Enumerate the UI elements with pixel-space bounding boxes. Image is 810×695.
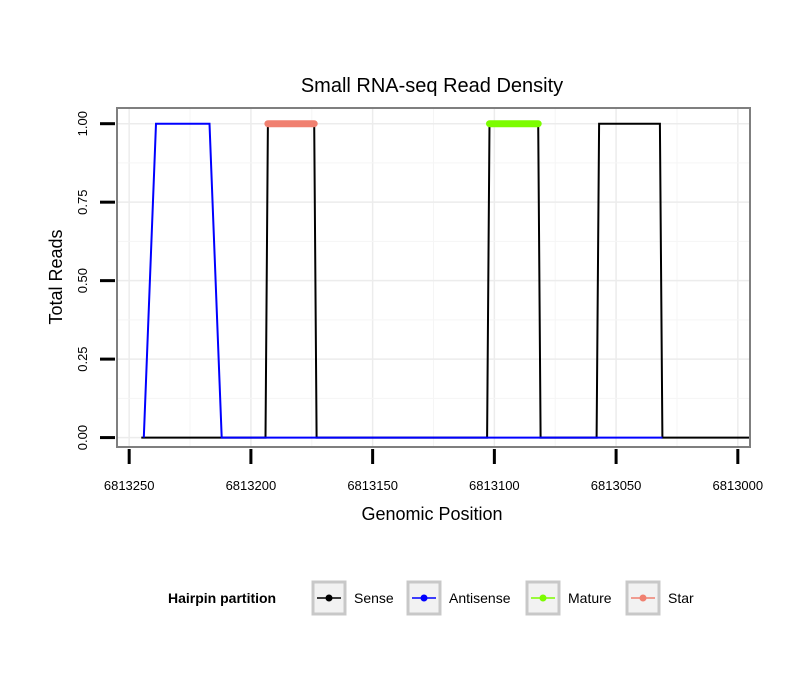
x-axis-label: Genomic Position	[361, 504, 502, 524]
x-tick-label: 6813050	[591, 478, 642, 493]
grid-lines	[117, 108, 750, 447]
legend-label-mature: Mature	[568, 590, 612, 606]
y-tick-label: 1.00	[75, 111, 90, 136]
x-tick-label: 6813250	[104, 478, 155, 493]
series-line-antisense	[142, 122, 663, 439]
legend: Hairpin partition Sense Antisense Mature St…	[168, 580, 694, 616]
legend-key-point	[325, 594, 333, 602]
legend-label-star: Star	[668, 590, 694, 606]
y-tick-label: 0.00	[75, 425, 90, 450]
y-tick-label: 0.75	[75, 190, 90, 215]
legend-key-point	[539, 594, 547, 602]
y-tick-label: 0.25	[75, 346, 90, 371]
plot-panel-border	[116, 107, 751, 448]
y-axis-label: Total Reads	[46, 229, 66, 324]
chart-title: Small RNA-seq Read Density	[301, 75, 563, 97]
x-tick-label: 6813000	[713, 478, 764, 493]
y-tick-label: 0.50	[75, 268, 90, 293]
x-tick-label: 6813150	[347, 478, 398, 493]
legend-label-antisense: Antisense	[449, 590, 511, 606]
x-tick-label: 6813200	[226, 478, 277, 493]
axis-layer: 6813250 6813200 6813150 6813100 6813050 68130…	[75, 111, 763, 493]
legend-key-point	[420, 594, 428, 602]
legend-title: Hairpin partition	[168, 590, 276, 606]
x-tick-label: 6813100	[469, 478, 520, 493]
series-layer	[141, 120, 750, 439]
legend-key-point	[639, 594, 647, 602]
legend-label-sense: Sense	[354, 590, 394, 606]
